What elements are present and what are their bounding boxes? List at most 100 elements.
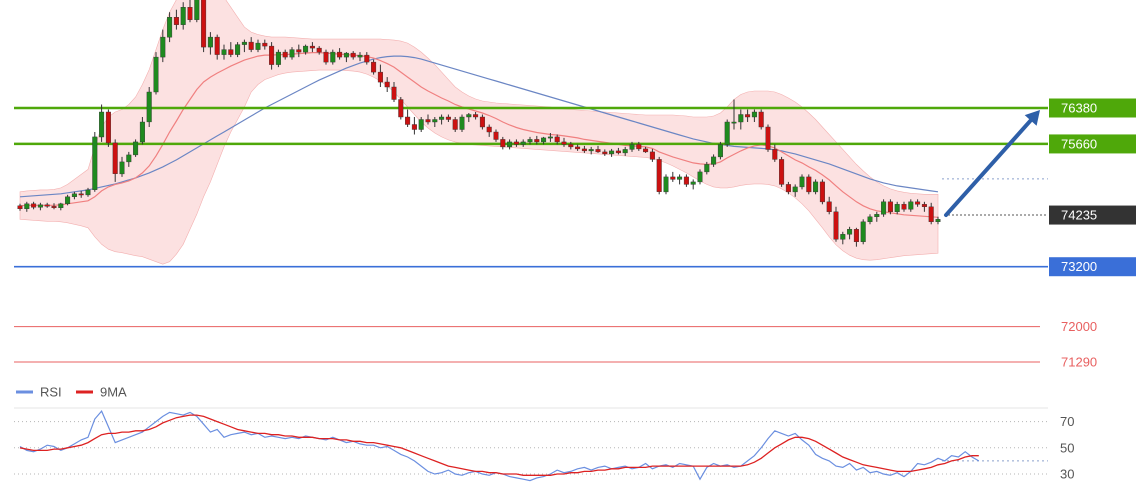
candle-body [194, 0, 200, 20]
candle-body [24, 203, 30, 210]
candle [296, 44, 302, 58]
candle [568, 141, 574, 150]
candle [146, 87, 152, 127]
candle [731, 99, 737, 130]
candle-body [31, 203, 37, 208]
candle-body [928, 206, 934, 223]
candle [507, 139, 513, 150]
candle-body [500, 139, 506, 148]
candle-body [418, 119, 424, 130]
candle [160, 29, 166, 63]
candle [921, 201, 927, 212]
candle [262, 39, 268, 50]
candle [180, 2, 186, 30]
candle [37, 202, 43, 211]
candle-body [874, 214, 880, 218]
candle-body [173, 17, 179, 25]
candle-body [656, 159, 662, 192]
candle [248, 37, 254, 53]
candle [520, 139, 526, 147]
candle-body [371, 61, 377, 73]
candle-body [51, 206, 57, 209]
candle-body [473, 114, 479, 118]
candle [486, 124, 492, 137]
candle [887, 199, 893, 215]
candle-body [731, 121, 737, 124]
candle [493, 129, 499, 142]
candle-body [629, 144, 635, 150]
candle [561, 137, 567, 147]
candle-body [17, 205, 23, 210]
candle-body [935, 219, 941, 223]
candle [350, 51, 356, 60]
candle [534, 135, 540, 145]
candle [418, 117, 424, 132]
candle-body [289, 49, 295, 58]
candle [609, 148, 615, 157]
candle [840, 231, 846, 245]
candle-body [92, 136, 98, 190]
candle [17, 203, 23, 211]
candle [309, 42, 315, 53]
candle [65, 194, 71, 206]
candle [867, 214, 873, 225]
candle-body [153, 56, 159, 93]
candle-body [452, 119, 458, 130]
candle-body [772, 149, 778, 160]
bollinger-band [19, 0, 939, 265]
candle [316, 46, 322, 55]
candle [500, 136, 506, 150]
candle [677, 174, 683, 185]
candle-body [785, 184, 791, 193]
candle-body [765, 126, 771, 150]
candle-body [248, 41, 254, 50]
candle-body [357, 54, 363, 58]
candle [853, 227, 859, 247]
candle [255, 39, 261, 53]
candle-body [847, 229, 853, 235]
candle-body [37, 204, 43, 208]
candle-body [99, 111, 105, 138]
candle [908, 199, 914, 212]
candle-body [595, 149, 601, 153]
candle-body [833, 211, 839, 240]
candle [473, 112, 479, 120]
candle-body [738, 114, 744, 123]
candle [479, 114, 485, 130]
slow-moving-average-line [19, 55, 939, 198]
candle [697, 169, 703, 185]
candle-body [486, 126, 492, 133]
candle [51, 203, 57, 210]
forecast-arrow [944, 118, 1033, 218]
candle [595, 145, 601, 153]
legend-label: RSI [40, 385, 62, 400]
candle-body [745, 114, 751, 118]
candle-body [622, 149, 628, 154]
candle-body [908, 201, 914, 210]
candle [806, 174, 812, 195]
candle-body [806, 176, 812, 193]
candle [330, 49, 336, 65]
candle [670, 171, 676, 182]
candle-body [887, 201, 893, 213]
rsi-tick-label: 50 [1060, 440, 1074, 455]
candle [411, 117, 417, 135]
price-level-label: 73200 [1061, 259, 1097, 274]
price-panel: 76380 75660 74235 73200 72000 71290 [14, 0, 1136, 370]
candle-body [915, 201, 921, 205]
price-level-label: 72000 [1061, 319, 1097, 334]
candle-body [881, 201, 887, 215]
candle-body [262, 42, 268, 47]
candle-body [65, 196, 71, 205]
candle [235, 42, 241, 58]
candle [228, 42, 234, 58]
price-level-label: 74235 [1061, 208, 1097, 223]
candle [452, 117, 458, 132]
candle-body [751, 111, 757, 118]
candle-body [269, 45, 275, 65]
candle-body [799, 176, 805, 188]
candle-body [711, 156, 717, 165]
rsi-panel: 70 50 30 RSI 9MA [14, 385, 1074, 482]
candle [649, 148, 655, 162]
price-level-badge [1049, 205, 1136, 225]
